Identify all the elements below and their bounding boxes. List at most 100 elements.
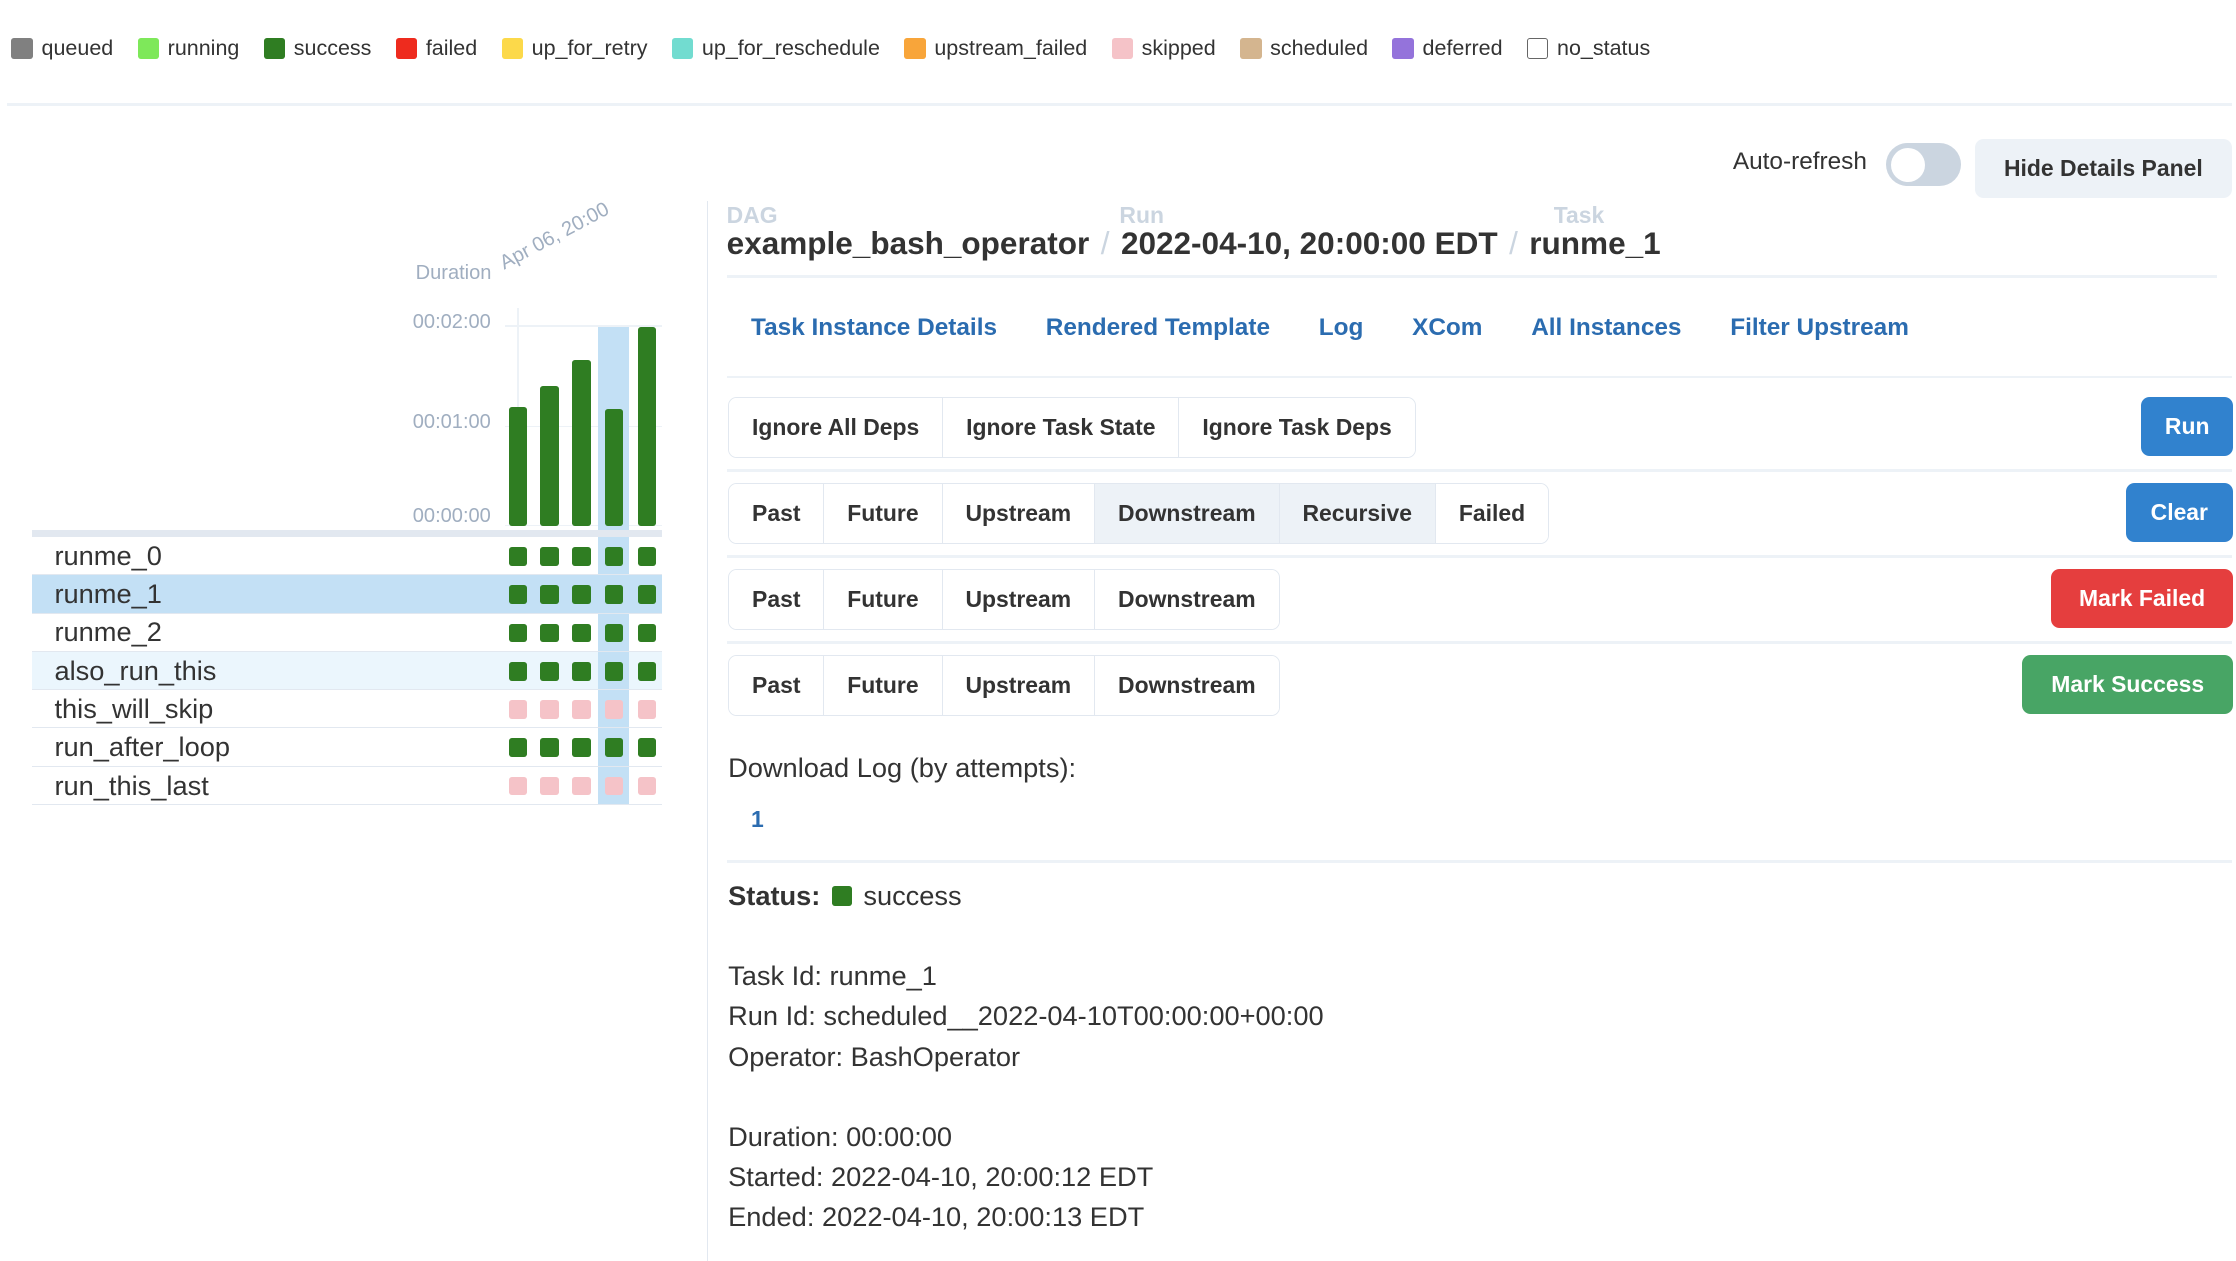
clear-option-failed[interactable]: Failed [1435, 484, 1549, 543]
download-log-label: Download Log (by attempts): [728, 752, 1077, 784]
task-instance-success[interactable] [604, 547, 624, 566]
mark-failed-button[interactable]: Mark Failed [2051, 569, 2234, 628]
task-instance-skipped[interactable] [604, 700, 624, 719]
task-instance-success[interactable] [540, 661, 559, 681]
clear-option-upstream[interactable]: Upstream [942, 484, 1096, 543]
task-instance-success[interactable] [604, 661, 624, 681]
task-instance-success[interactable] [604, 738, 624, 758]
task-instance-skipped[interactable] [604, 776, 624, 796]
task-name[interactable]: run_after_loop [54, 731, 230, 763]
clear-option-recursive[interactable]: Recursive [1279, 484, 1436, 543]
legend-label: queued [41, 35, 114, 60]
task-instance-success[interactable] [508, 547, 528, 566]
task-row-runme_2[interactable]: runme_2 [31, 612, 663, 651]
task-instance-success[interactable] [540, 585, 559, 604]
divider [726, 375, 2232, 379]
task-instance-success[interactable] [540, 547, 559, 566]
legend-label: deferred [1422, 35, 1503, 60]
task-instance-success[interactable] [571, 585, 591, 604]
clear-option-past[interactable]: Past [729, 484, 825, 543]
task-row-runme_0[interactable]: runme_0 [31, 536, 663, 575]
clear-option-future[interactable]: Future [824, 484, 943, 543]
success-option-past[interactable]: Past [729, 656, 825, 715]
task-instance-success[interactable] [571, 547, 591, 566]
task-instance-success[interactable] [604, 623, 624, 643]
duration-bar[interactable] [508, 407, 528, 526]
run-option-ignore-task-deps[interactable]: Ignore Task Deps [1179, 398, 1415, 457]
date-label: Apr 06, 20:00 [496, 198, 614, 275]
task-instance-success[interactable] [637, 623, 657, 643]
task-instance-success[interactable] [637, 585, 657, 604]
task-instance-skipped[interactable] [637, 776, 657, 796]
tab-rendered-template[interactable]: Rendered Template [1045, 313, 1270, 341]
breadcrumb-run[interactable]: 2022-04-10, 20:00:00 EDT [1120, 225, 1498, 262]
task-row-run_after_loop[interactable]: run_after_loop [31, 727, 663, 766]
task-instance-skipped[interactable] [571, 700, 591, 719]
task-instance-skipped[interactable] [571, 776, 591, 796]
task-instance-success[interactable] [508, 738, 528, 758]
tab-all-instances[interactable]: All Instances [1531, 313, 1682, 341]
legend-swatch [501, 37, 524, 60]
task-instance-skipped[interactable] [508, 776, 528, 796]
task-instance-skipped[interactable] [508, 700, 528, 719]
task-instance-skipped[interactable] [540, 776, 559, 796]
task-label: Task [1553, 202, 1605, 229]
task-row-this_will_skip[interactable]: this_will_skip [31, 689, 663, 728]
auto-refresh-toggle[interactable] [1886, 143, 1961, 187]
legend-swatch [1392, 37, 1414, 60]
failed-option-future[interactable]: Future [824, 570, 943, 629]
task-name[interactable]: runme_2 [54, 616, 162, 648]
task-instance-success[interactable] [571, 661, 591, 681]
tab-task-instance-details[interactable]: Task Instance Details [751, 313, 998, 341]
run-option-ignore-all-deps[interactable]: Ignore All Deps [729, 398, 944, 457]
run-button[interactable]: Run [2141, 397, 2234, 456]
task-name[interactable]: this_will_skip [54, 692, 214, 724]
clear-button[interactable]: Clear [2125, 483, 2234, 542]
tab-xcom[interactable]: XCom [1412, 313, 1483, 341]
run-option-ignore-task-state[interactable]: Ignore Task State [943, 398, 1180, 457]
task-instance-success[interactable] [571, 738, 591, 758]
hide-details-panel-button[interactable]: Hide Details Panel [1975, 139, 2232, 198]
task-instance-success[interactable] [637, 547, 657, 566]
task-instance-success[interactable] [540, 623, 559, 643]
task-instance-skipped[interactable] [637, 700, 657, 719]
task-instance-success[interactable] [604, 585, 624, 604]
clear-option-downstream[interactable]: Downstream [1095, 484, 1280, 543]
task-instance-success[interactable] [540, 738, 559, 758]
duration-bar[interactable] [637, 327, 657, 527]
task-instance-success[interactable] [637, 738, 657, 758]
task-name[interactable]: run_this_last [54, 769, 209, 801]
mark-success-button[interactable]: Mark Success [2022, 655, 2234, 714]
task-instance-skipped[interactable] [540, 700, 559, 719]
task-instance-success[interactable] [508, 623, 528, 643]
task-name[interactable]: also_run_this [54, 654, 217, 686]
breadcrumb-task[interactable]: runme_1 [1529, 225, 1661, 262]
task-instance-success[interactable] [637, 661, 657, 681]
success-option-downstream[interactable]: Downstream [1095, 656, 1279, 715]
tab-log[interactable]: Log [1318, 313, 1364, 341]
task-row-runme_1[interactable]: runme_1 [31, 574, 663, 613]
task-name[interactable]: runme_0 [54, 539, 162, 571]
failed-option-past[interactable]: Past [729, 570, 825, 629]
log-attempt-link[interactable]: 1 [751, 805, 764, 832]
failed-option-downstream[interactable]: Downstream [1095, 570, 1279, 629]
task-instance-success[interactable] [571, 623, 591, 643]
legend-swatch [137, 37, 160, 60]
breadcrumb-dag[interactable]: example_bash_operator [726, 225, 1090, 262]
duration-bar[interactable] [571, 360, 591, 526]
task-name[interactable]: runme_1 [54, 578, 162, 610]
success-option-upstream[interactable]: Upstream [942, 656, 1096, 715]
task-instance-success[interactable] [508, 661, 528, 681]
duration-bar[interactable] [604, 408, 624, 526]
duration-bar[interactable] [540, 385, 559, 526]
task-instance-success[interactable] [508, 585, 528, 604]
tab-filter-upstream[interactable]: Filter Upstream [1730, 313, 1909, 341]
legend-swatch [904, 37, 926, 60]
success-option-future[interactable]: Future [824, 656, 943, 715]
failed-option-upstream[interactable]: Upstream [942, 570, 1096, 629]
legend-item-scheduled: scheduled [1240, 36, 1368, 61]
status-swatch [831, 886, 852, 907]
task-row-run_this_last[interactable]: run_this_last [31, 765, 663, 805]
legend-label: success [293, 35, 372, 60]
task-row-also_run_this[interactable]: also_run_this [31, 650, 663, 690]
